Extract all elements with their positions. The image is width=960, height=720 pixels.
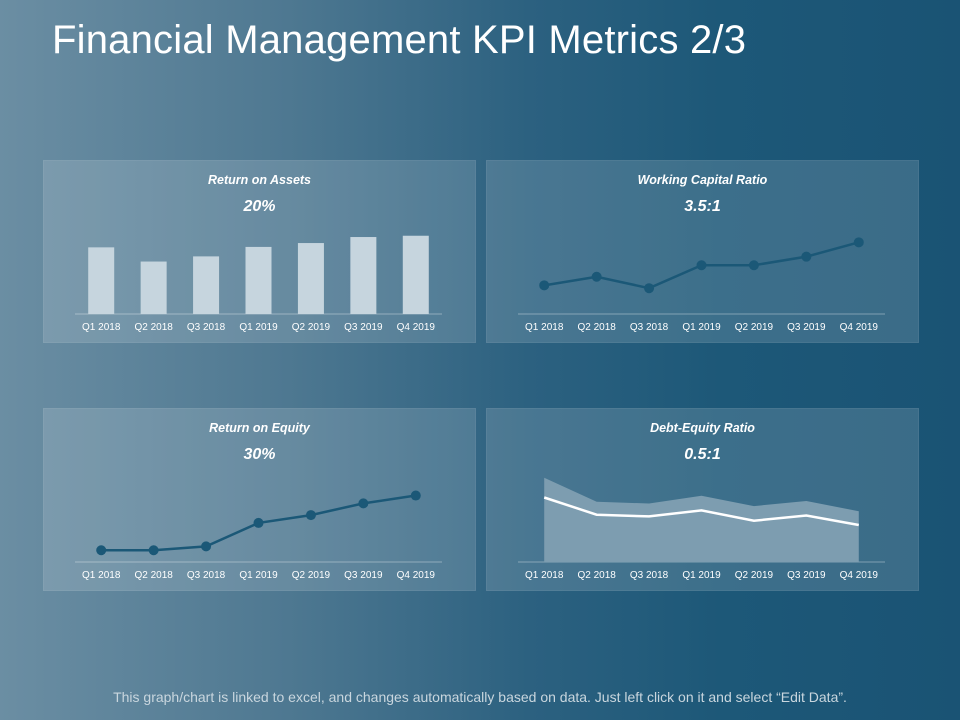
data-point: [201, 541, 212, 552]
data-point: [253, 517, 264, 528]
bar: [88, 247, 115, 314]
data-point: [305, 510, 316, 521]
chart-title: Working Capital Ratio: [637, 173, 768, 187]
data-point: [801, 251, 812, 262]
data-point: [591, 271, 602, 282]
x-tick-label: Q3 2019: [344, 570, 383, 581]
x-tick-label: Q4 2019: [397, 570, 436, 581]
chart-working-capital-ratio[interactable]: Working Capital Ratio 3.5:1 Q1 2018 Q2 20…: [486, 160, 919, 343]
chart-return-on-equity[interactable]: Return on Equity 30% Q1 2018 Q2 2018 Q3 20…: [43, 408, 476, 591]
data-point: [696, 260, 707, 271]
x-tick-label: Q2 2018: [134, 322, 173, 333]
data-point: [148, 545, 159, 556]
footer-note: This graph/chart is linked to excel, and…: [113, 689, 847, 705]
chart-headline-value: 0.5:1: [684, 446, 721, 463]
x-tick-label: Q2 2019: [735, 322, 774, 333]
chart-title: Return on Assets: [207, 173, 312, 187]
x-tick-label: Q4 2019: [397, 322, 436, 333]
series-line: [543, 496, 860, 527]
x-tick-label: Q1 2019: [239, 322, 278, 333]
data-point: [644, 283, 655, 294]
x-tick-label: Q4 2019: [840, 322, 879, 333]
x-tick-label: Q1 2018: [525, 322, 564, 333]
x-tick-label: Q3 2018: [187, 322, 226, 333]
x-tick-label: Q3 2019: [787, 322, 826, 333]
chart-return-on-assets[interactable]: Return on Assets 20% Q1 2018 Q2 2018 Q3 20…: [43, 160, 476, 343]
x-tick-label: Q1 2018: [525, 570, 564, 581]
chart-headline-value: 20%: [243, 198, 276, 215]
x-tick-label: Q3 2018: [187, 570, 226, 581]
x-tick-label: Q1 2019: [682, 322, 721, 333]
chart-plot: Q1 2018 Q2 2018 Q3 2018 Q1 2019 Q2 2019 Q3 20…: [518, 477, 885, 581]
page-title: Financial Management KPI Metrics 2/3: [52, 18, 747, 62]
chart-headline-value: 3.5:1: [684, 198, 721, 215]
x-tick-label: Q1 2018: [82, 322, 121, 333]
chart-headline-value: 30%: [243, 446, 276, 463]
x-tick-label: Q3 2019: [787, 570, 826, 581]
data-point: [96, 545, 107, 556]
x-tick-label: Q3 2018: [630, 322, 669, 333]
bar: [245, 246, 272, 314]
data-point: [539, 280, 550, 291]
x-tick-label: Q1 2018: [82, 570, 121, 581]
x-tick-label: Q1 2019: [682, 570, 721, 581]
x-tick-label: Q2 2019: [292, 570, 331, 581]
chart-title: Debt-Equity Ratio: [650, 421, 755, 435]
data-point: [853, 237, 864, 248]
bar: [297, 243, 324, 314]
data-point: [410, 490, 421, 501]
x-tick-label: Q2 2018: [577, 570, 616, 581]
x-tick-label: Q2 2018: [134, 570, 173, 581]
chart-plot: Q1 2018 Q2 2018 Q3 2018 Q1 2019 Q2 2019 Q3 20…: [75, 235, 442, 333]
chart-title: Return on Equity: [209, 421, 310, 435]
x-tick-label: Q3 2019: [344, 322, 383, 333]
bar: [350, 237, 377, 314]
bar: [140, 261, 167, 314]
data-point: [358, 498, 369, 509]
x-tick-label: Q2 2018: [577, 322, 616, 333]
x-tick-label: Q1 2019: [239, 570, 278, 581]
x-tick-label: Q2 2019: [292, 322, 331, 333]
area-series: [544, 477, 859, 562]
chart-plot: Q1 2018 Q2 2018 Q3 2018 Q1 2019 Q2 2019 Q3 20…: [75, 490, 442, 581]
bar: [402, 235, 429, 314]
x-tick-label: Q3 2018: [630, 570, 669, 581]
chart-debt-equity-ratio[interactable]: Debt-Equity Ratio 0.5:1 Q1 2018 Q2 2018 Q3…: [486, 408, 919, 591]
data-point: [748, 260, 759, 271]
bar: [193, 256, 220, 314]
x-tick-label: Q2 2019: [735, 570, 774, 581]
x-tick-label: Q4 2019: [840, 570, 879, 581]
chart-plot: Q1 2018 Q2 2018 Q3 2018 Q1 2019 Q2 2019 Q3 20…: [518, 237, 885, 333]
